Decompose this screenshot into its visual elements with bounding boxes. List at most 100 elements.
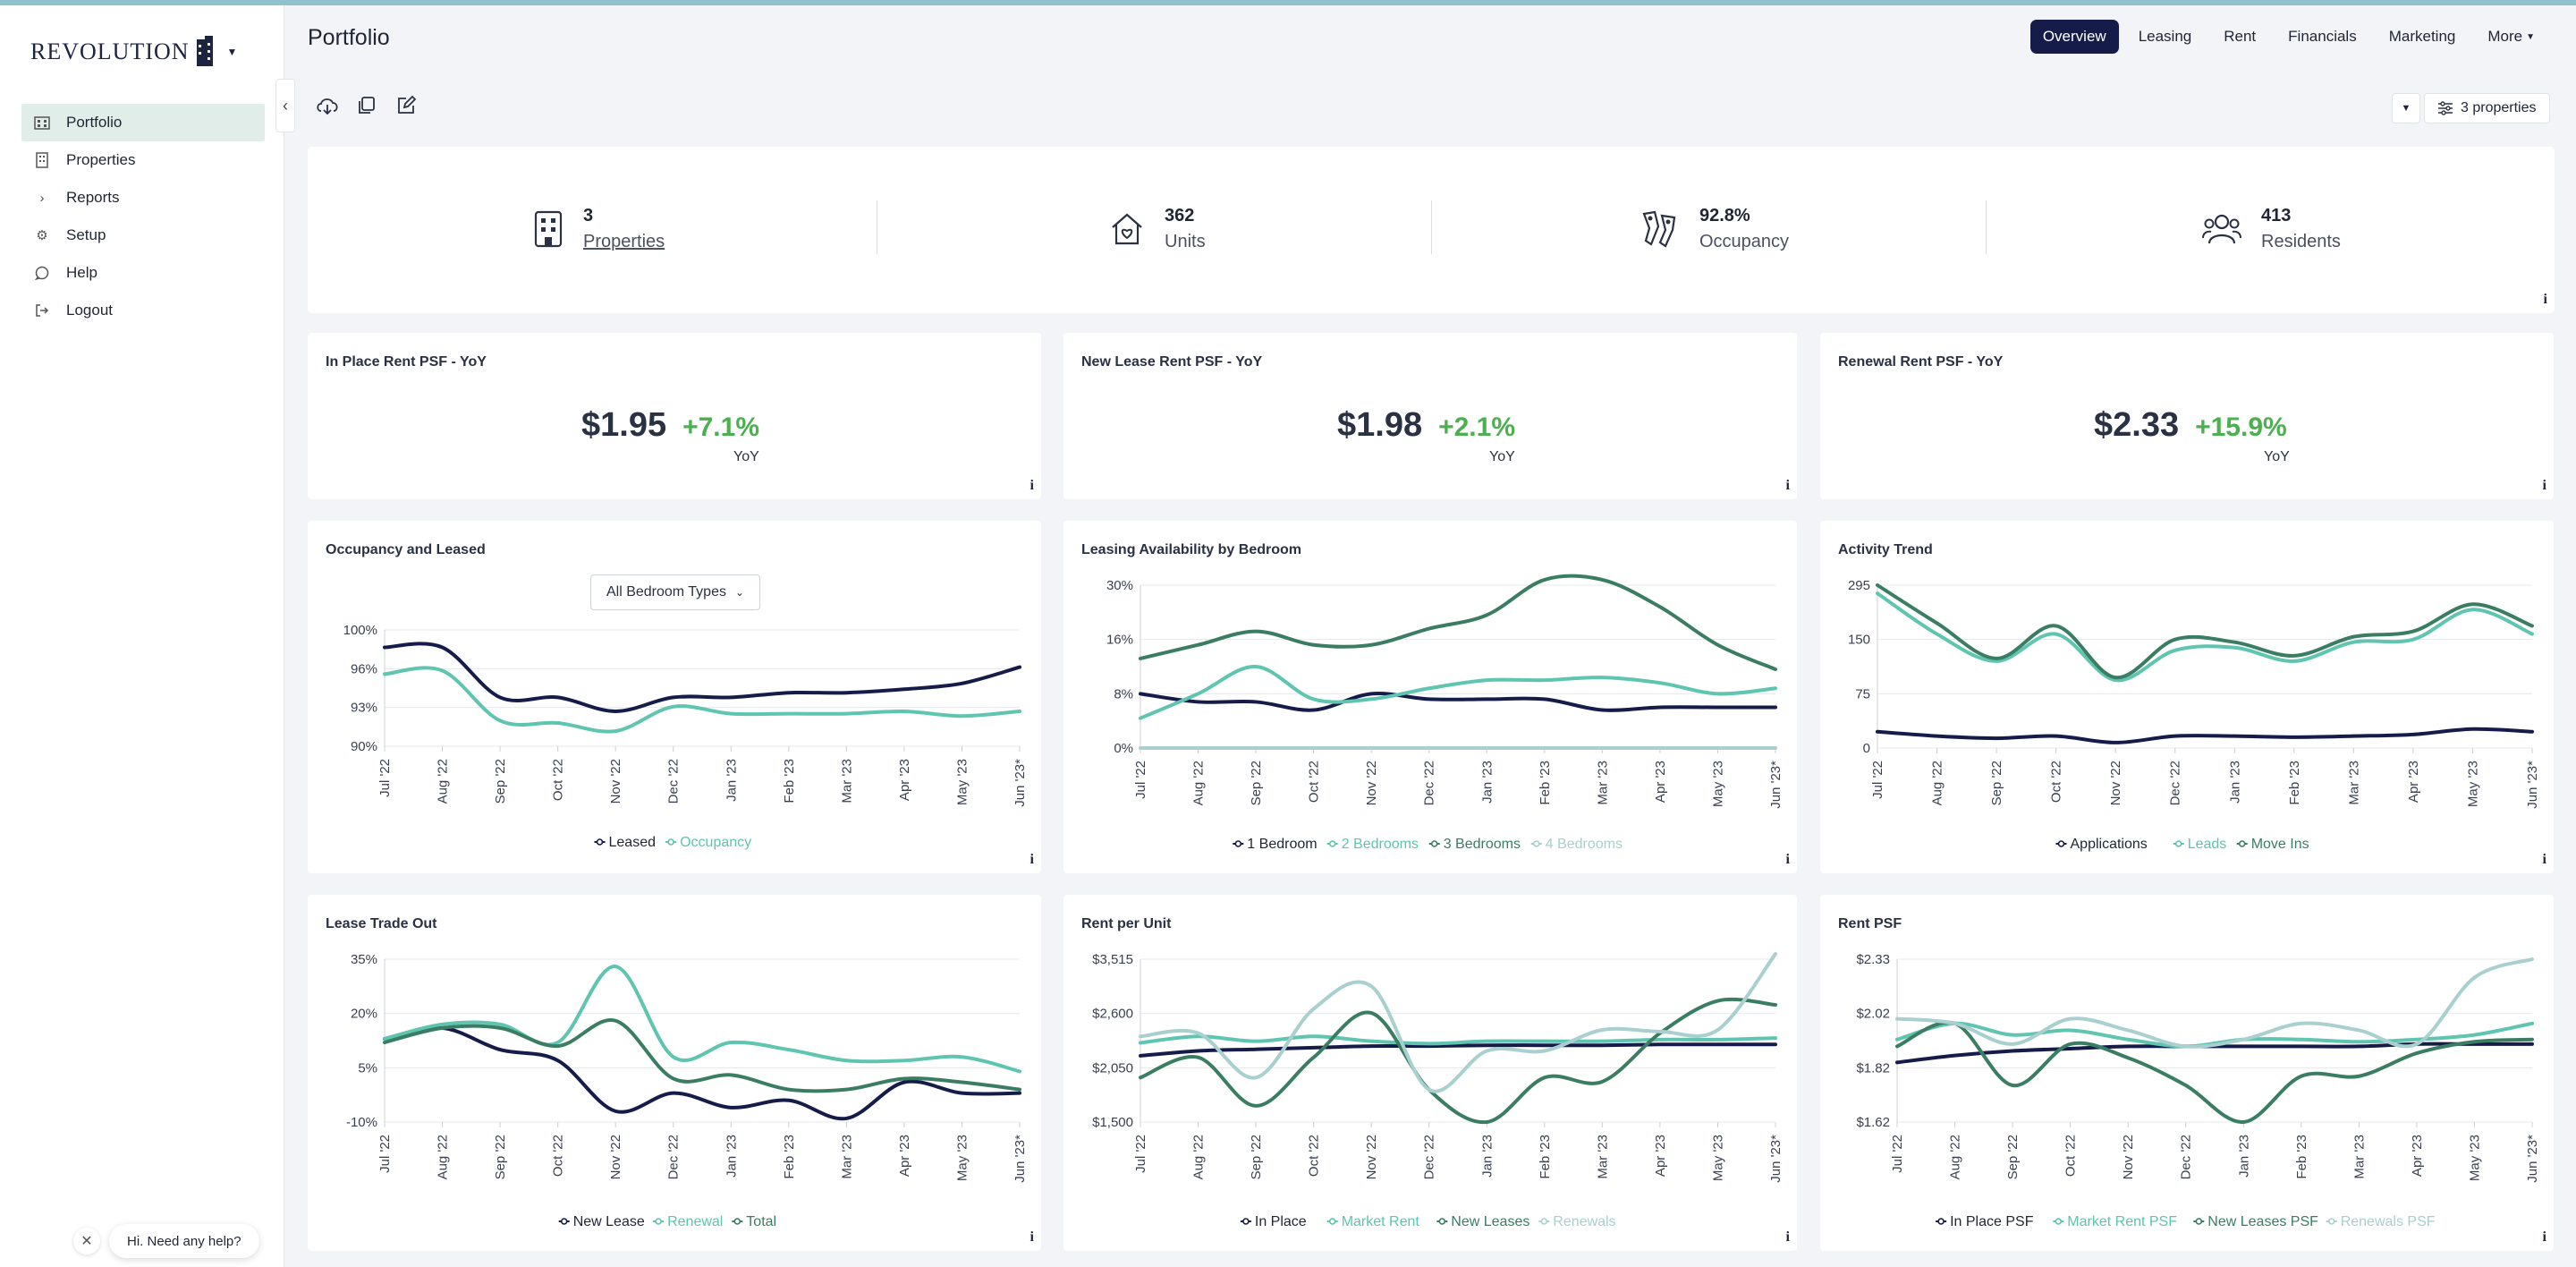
series-line[interactable]	[1895, 957, 2534, 1049]
legend-item[interactable]: 4 Bedrooms	[1546, 837, 1623, 852]
sidebar-item-label: Reports	[66, 189, 120, 206]
tab-leasing[interactable]: Leasing	[2138, 28, 2192, 45]
sidebar-item-reports[interactable]: › Reports	[21, 179, 265, 217]
info-icon[interactable]: i	[1785, 478, 1790, 493]
rent-change: +2.1%	[1438, 412, 1515, 442]
legend-item[interactable]: Leads	[2188, 837, 2227, 852]
legend-item[interactable]: Occupancy	[680, 835, 751, 850]
sidebar-item-help[interactable]: Help	[21, 254, 265, 292]
legend-item[interactable]: Renewal	[667, 1214, 723, 1229]
series-line[interactable]	[1139, 997, 1777, 1125]
x-tick-label: Oct '22	[551, 759, 566, 801]
chevron-down-icon: ⌄	[734, 586, 745, 599]
legend-item[interactable]: 3 Bedrooms	[1444, 837, 1521, 852]
legend-item[interactable]: New Lease	[573, 1214, 645, 1229]
info-icon[interactable]: i	[1785, 1229, 1790, 1245]
logo-caret-icon[interactable]: ▼	[226, 46, 238, 58]
series-line[interactable]	[383, 642, 1021, 714]
x-tick-label: Oct '22	[551, 1135, 566, 1177]
series-line[interactable]	[1139, 952, 1777, 1093]
legend-item[interactable]: Total	[746, 1214, 776, 1229]
info-icon[interactable]: i	[2542, 478, 2546, 493]
sidebar-item-logout[interactable]: Logout	[21, 292, 265, 329]
filter-dropdown-toggle[interactable]: ▼	[2392, 93, 2420, 123]
x-tick-label: Jul '22	[1890, 1135, 1905, 1173]
legend-item[interactable]: Applications	[2071, 837, 2148, 852]
y-tick-label: 5%	[358, 1060, 377, 1076]
sidebar-item-label: Properties	[66, 151, 136, 168]
x-tick-label: Apr '23	[2406, 761, 2421, 803]
tab-overview[interactable]: Overview	[2029, 20, 2119, 54]
info-icon[interactable]: i	[1030, 1229, 1034, 1245]
sidebar-item-setup[interactable]: ⚙ Setup	[21, 217, 265, 254]
legend-item[interactable]: In Place	[1255, 1214, 1307, 1229]
info-icon[interactable]: i	[2543, 292, 2547, 307]
info-icon[interactable]: i	[1030, 478, 1034, 493]
series-line[interactable]	[383, 965, 1021, 1074]
help-chat-bubble[interactable]: Hi. Need any help?	[109, 1224, 259, 1258]
tab-rent[interactable]: Rent	[2224, 28, 2257, 45]
x-tick-label: Jan '23	[1479, 761, 1495, 804]
info-icon[interactable]: i	[1785, 852, 1790, 867]
properties-link[interactable]: Properties	[583, 232, 665, 251]
chart-legend: New Lease Renewal Total	[558, 1214, 776, 1229]
legend-item[interactable]: Move Ins	[2251, 837, 2309, 852]
info-icon[interactable]: i	[1030, 852, 1034, 867]
caret-down-icon: ▼	[2526, 31, 2535, 42]
header-tabs: Overview Leasing Rent Financials Marketi…	[2029, 20, 2547, 54]
x-tick-label: Jul '22	[377, 1135, 393, 1173]
edit-button[interactable]	[394, 93, 419, 118]
series-line[interactable]	[383, 1018, 1021, 1093]
property-filter-button[interactable]: 3 properties	[2424, 93, 2550, 123]
series-line[interactable]	[1139, 664, 1777, 720]
chart-svg: 35% 20% 5% -10%Jul '22 Aug '22 Sep '22 Oct '22…	[346, 952, 1028, 1229]
legend-item[interactable]: New Leases	[1451, 1214, 1530, 1229]
collapse-sidebar-button[interactable]: ‹	[275, 79, 295, 132]
series-line[interactable]	[1876, 727, 2534, 744]
top-accent-bar	[0, 0, 2576, 5]
legend-item[interactable]: Market Rent PSF	[2067, 1214, 2177, 1229]
sidebar-item-portfolio[interactable]: Portfolio	[21, 104, 265, 141]
info-icon[interactable]: i	[2542, 852, 2546, 867]
x-tick-label: Jan '23	[1479, 1135, 1495, 1178]
x-tick-label: Nov '22	[2108, 761, 2123, 805]
legend-item[interactable]: Leased	[609, 835, 657, 850]
download-button[interactable]	[315, 93, 340, 118]
kpi-value: 362	[1165, 206, 1195, 225]
info-icon[interactable]: i	[2542, 1229, 2546, 1245]
series-line[interactable]	[1139, 1034, 1777, 1046]
close-help-button[interactable]: ✕	[73, 1228, 100, 1254]
legend-item[interactable]: Market Rent	[1342, 1214, 1420, 1229]
series-line[interactable]	[1895, 1020, 2534, 1125]
legend-marker	[1540, 1218, 1548, 1225]
logo[interactable]: REVOLUTION ▼	[30, 36, 237, 68]
series-line[interactable]	[1876, 583, 2534, 680]
bedroom-type-select[interactable]: All Bedroom Types ⌄	[590, 574, 760, 610]
copy-button[interactable]	[354, 93, 379, 118]
tab-financials[interactable]: Financials	[2288, 28, 2357, 45]
rent-value: $2.33	[2094, 406, 2180, 444]
series-line[interactable]	[1139, 691, 1777, 712]
tab-more[interactable]: More ▼	[2475, 20, 2547, 54]
series-line[interactable]	[383, 666, 1021, 734]
legend-item[interactable]: Renewals	[1553, 1214, 1615, 1229]
legend-item[interactable]: Renewals PSF	[2341, 1214, 2436, 1229]
cloud-download-icon	[317, 98, 338, 115]
keys-icon	[1642, 210, 1676, 248]
legend-item[interactable]: In Place PSF	[1950, 1214, 2034, 1229]
logo-mark-icon	[196, 36, 213, 66]
rent-change: +7.1%	[682, 412, 759, 442]
y-tick-label: 150	[1848, 633, 1870, 648]
tab-marketing[interactable]: Marketing	[2388, 28, 2456, 45]
legend-item[interactable]: 1 Bedroom	[1247, 837, 1317, 852]
legend-item[interactable]: 2 Bedrooms	[1342, 837, 1419, 852]
sidebar-item-properties[interactable]: Properties	[21, 141, 265, 179]
series-line[interactable]	[1139, 574, 1777, 672]
series-line[interactable]	[1876, 591, 2534, 683]
kpi-label: Units	[1165, 232, 1206, 251]
y-tick-label: 93%	[351, 701, 377, 716]
legend-item[interactable]: New Leases PSF	[2207, 1214, 2318, 1229]
card-title: Renewal Rent PSF - YoY	[1838, 354, 2004, 370]
series-line[interactable]	[1139, 1042, 1777, 1058]
series-line[interactable]	[383, 1025, 1021, 1121]
